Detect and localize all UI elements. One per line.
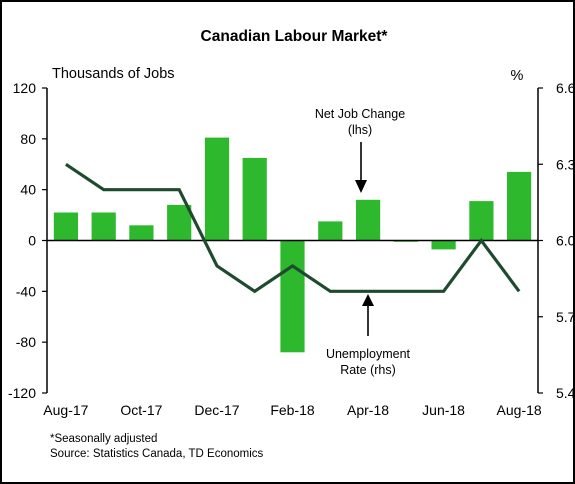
x-axis-ticks: Aug-17 Oct-17 Dec-17 Feb-18 Apr-18 Jun-18 Aug-… xyxy=(43,402,542,418)
footnote-seasonal: *Seasonally adjusted xyxy=(50,433,157,445)
bar-nov-17 xyxy=(167,204,192,241)
x-tick-label: Dec-17 xyxy=(194,402,239,418)
footnote-source: Source: Statistics Canada, TD Economics xyxy=(50,448,264,460)
bar-feb-18 xyxy=(280,240,305,353)
bar-oct-17 xyxy=(129,225,154,241)
x-tick-label: Jun-18 xyxy=(422,402,465,418)
net-job-change-annotation: Net Job Change (lhs) xyxy=(315,107,405,193)
right-tick-label: 6.6 xyxy=(556,80,575,96)
unemployment-label-line1: Unemployment xyxy=(326,347,411,361)
left-tick-label: -80 xyxy=(16,334,36,350)
x-tick-label: Aug-17 xyxy=(43,402,88,418)
bar-jun-18 xyxy=(431,240,456,250)
bar-sep-17 xyxy=(91,212,116,241)
left-tick-label: -120 xyxy=(8,385,36,401)
right-tick-label: 5.4 xyxy=(556,385,575,401)
bar-aug-17 xyxy=(53,212,78,241)
x-tick-label: Aug-18 xyxy=(497,402,542,418)
left-tick-label: 80 xyxy=(20,131,36,147)
left-tick-label: 120 xyxy=(13,80,37,96)
net-job-change-label-line2: (lhs) xyxy=(348,123,372,137)
bar-jan-18 xyxy=(242,157,267,241)
unemployment-label-line2: Rate (rhs) xyxy=(340,363,396,377)
unemployment-arrow-head xyxy=(362,294,374,306)
net-job-change-label-line1: Net Job Change xyxy=(315,107,405,121)
right-tick-label: 6.0 xyxy=(556,233,575,249)
bar-mar-18 xyxy=(318,221,343,241)
unemployment-rate-line xyxy=(65,162,521,294)
x-tick-label: Feb-18 xyxy=(270,402,315,418)
bar-jul-18 xyxy=(469,201,494,241)
left-tick-label: -40 xyxy=(16,283,36,299)
net-job-change-arrow-head xyxy=(355,180,367,193)
left-tick-label: 0 xyxy=(28,233,36,249)
left-axis-ticks: 120 80 40 0 -40 -80 -120 xyxy=(8,80,47,401)
bar-dec-17 xyxy=(204,137,230,241)
right-tick-label: 5.7 xyxy=(556,309,575,325)
right-axis-ticks: 6.6 6.3 6.0 5.7 5.4 xyxy=(538,80,575,401)
right-axis-label: % xyxy=(511,68,524,84)
bar-aug-18 xyxy=(507,171,532,241)
left-axis-label: Thousands of Jobs xyxy=(52,66,175,82)
chart-title: Canadian Labour Market* xyxy=(201,28,389,45)
x-tick-label: Apr-18 xyxy=(347,402,389,418)
job-change-bars xyxy=(53,137,532,353)
x-tick-label: Oct-17 xyxy=(120,402,162,418)
unemployment-rate-annotation: Unemployment Rate (rhs) xyxy=(326,294,411,377)
left-tick-label: 40 xyxy=(20,182,36,198)
bar-apr-18 xyxy=(356,199,381,241)
right-tick-label: 6.3 xyxy=(556,156,575,172)
